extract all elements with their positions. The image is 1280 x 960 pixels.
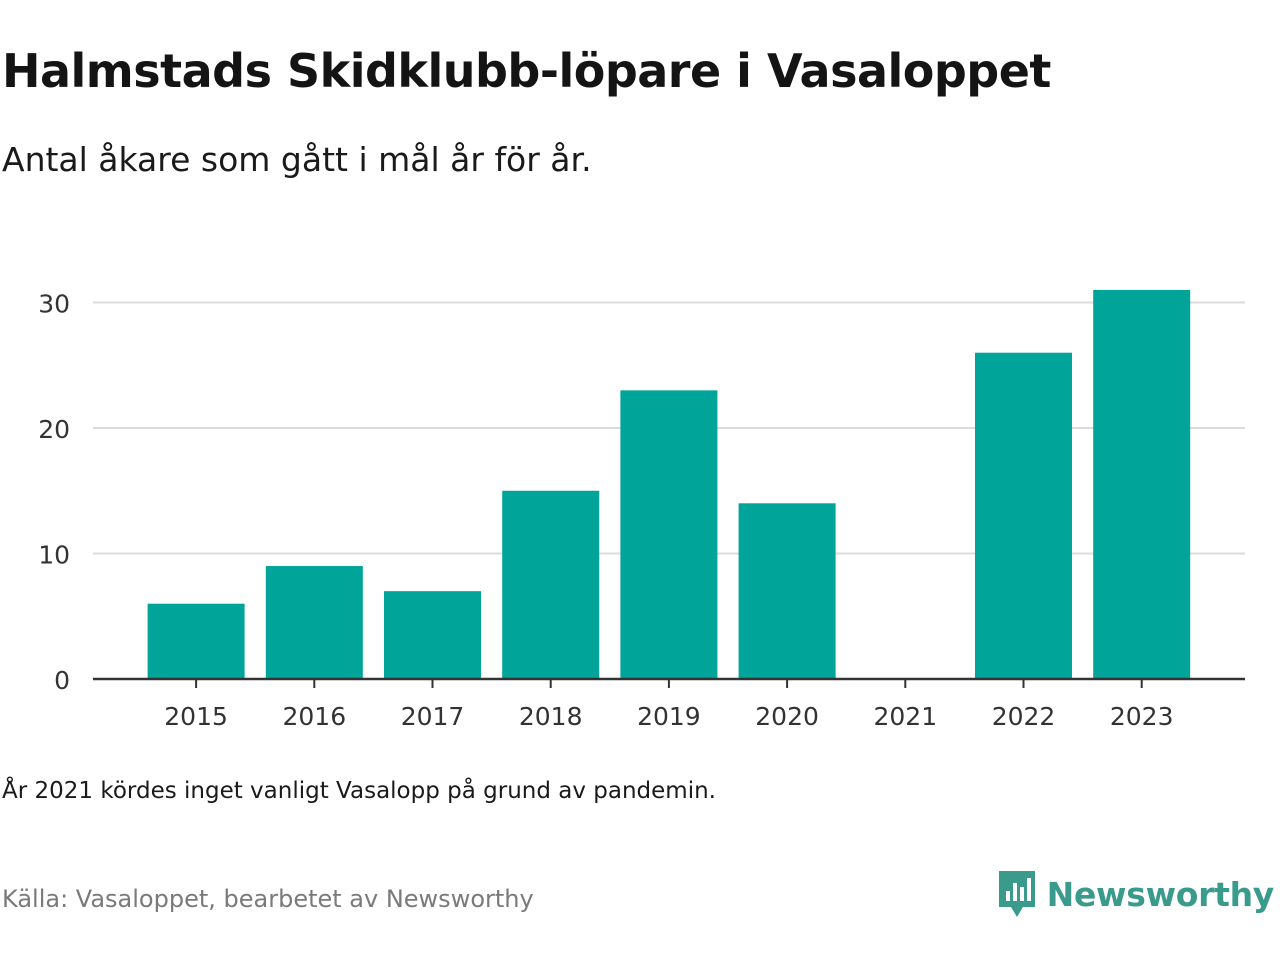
x-tick-label: 2022 (992, 702, 1056, 731)
y-tick-label: 20 (38, 415, 70, 444)
x-axis-labels: 2015 2016 2017 2018 2019 2020 2021 2022 2023 (164, 702, 1173, 731)
y-tick-label: 10 (38, 541, 70, 570)
x-tick-label: 2018 (519, 702, 583, 731)
bar-2016 (265, 566, 363, 679)
newsworthy-brand: Newsworthy (997, 868, 1274, 920)
x-tick-label: 2016 (282, 702, 346, 731)
y-axis-labels: 0 10 20 30 (38, 290, 70, 696)
y-tick-label: 0 (54, 666, 70, 695)
x-tick-label: 2020 (755, 702, 819, 731)
bar-2023 (1093, 289, 1191, 679)
bar-2022 (975, 352, 1072, 679)
x-tick-label: 2015 (164, 702, 228, 731)
chart-title: Halmstads Skidklubb-löpare i Vasaloppet (2, 44, 1051, 98)
bar-2020 (738, 503, 836, 679)
bar-2018 (502, 490, 600, 679)
brand-name: Newsworthy (1046, 874, 1275, 914)
bars (147, 289, 1191, 679)
x-axis (93, 677, 1245, 688)
x-tick-label: 2023 (1110, 702, 1174, 731)
newsworthy-logo-icon (998, 871, 1035, 917)
x-tick-label: 2019 (637, 702, 701, 731)
chart-subtitle: Antal åkare som gått i mål år för år. (2, 140, 592, 179)
x-tick-label: 2021 (873, 702, 937, 731)
footnote: År 2021 kördes inget vanligt Vasalopp på… (2, 778, 716, 804)
bar-2015 (147, 603, 245, 679)
source-credit: Källa: Vasaloppet, bearbetet av Newswort… (2, 885, 534, 913)
bar-2017 (384, 591, 481, 679)
y-tick-label: 30 (38, 290, 70, 319)
bar-2019 (620, 390, 718, 679)
x-tick-label: 2017 (401, 702, 465, 731)
